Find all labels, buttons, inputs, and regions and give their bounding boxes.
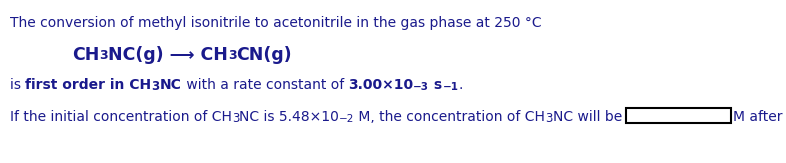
Text: CN(g): CN(g) <box>237 46 292 64</box>
Text: −3: −3 <box>413 82 429 92</box>
Text: −2: −2 <box>339 114 354 124</box>
Text: NC is 5.48×10: NC is 5.48×10 <box>239 110 339 124</box>
Text: 3: 3 <box>99 49 108 62</box>
Text: 3.00×10: 3.00×10 <box>348 78 413 92</box>
Text: 3: 3 <box>228 49 237 62</box>
Text: s: s <box>429 78 443 92</box>
FancyBboxPatch shape <box>626 108 732 123</box>
Text: If the initial concentration of CH: If the initial concentration of CH <box>10 110 232 124</box>
Text: M, the concentration of CH: M, the concentration of CH <box>354 110 545 124</box>
Text: 3: 3 <box>152 80 160 93</box>
Text: NC: NC <box>160 78 182 92</box>
Text: NC will be: NC will be <box>553 110 626 124</box>
Text: The conversion of methyl isonitrile to acetonitrile in the gas phase at 250 °C: The conversion of methyl isonitrile to a… <box>10 16 542 30</box>
Text: 3: 3 <box>232 112 239 125</box>
Text: .: . <box>458 78 463 92</box>
Text: NC(g) ⟶ CH: NC(g) ⟶ CH <box>108 46 228 64</box>
Text: CH: CH <box>72 46 99 64</box>
Text: is: is <box>10 78 25 92</box>
Text: −1: −1 <box>443 82 458 92</box>
Text: with a rate constant of: with a rate constant of <box>182 78 348 92</box>
Text: 3: 3 <box>545 112 553 125</box>
Text: first order in CH: first order in CH <box>25 78 152 92</box>
Text: M after 682 s have passed.: M after 682 s have passed. <box>733 110 786 124</box>
